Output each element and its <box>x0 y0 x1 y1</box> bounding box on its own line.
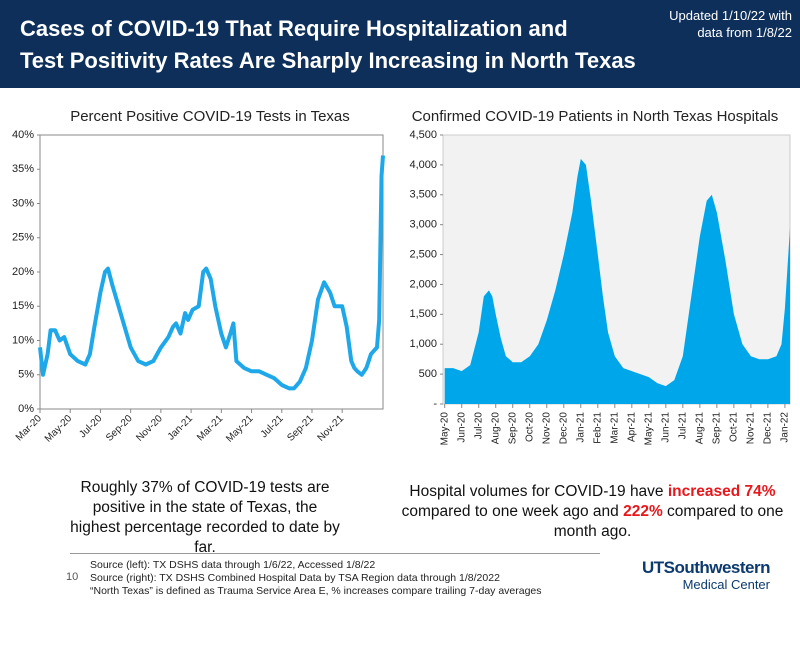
y-tick-label: 20% <box>12 266 34 278</box>
source-note: Source (left): TX DSHS data through 1/6/… <box>90 559 376 571</box>
y-tick-label: 35% <box>12 163 34 175</box>
x-tick-label: May-21 <box>224 413 256 445</box>
y-tick-label: 4,000 <box>409 159 437 171</box>
data-line <box>38 155 385 391</box>
header-title: Cases of COVID-19 That Require Hospitali… <box>20 16 568 41</box>
x-tick-label: Jul-20 <box>77 413 104 440</box>
y-tick-label: 1,000 <box>409 338 437 350</box>
right-caption: Hospital volumes for COVID-19 have incre… <box>395 482 790 542</box>
x-tick-label: Apr-21 <box>626 412 637 442</box>
x-tick-label: May-21 <box>643 412 654 446</box>
y-tick-label: 3,500 <box>409 189 437 201</box>
x-tick-label: Nov-20 <box>134 413 165 444</box>
source-note: Source (right): TX DSHS Combined Hospita… <box>90 572 500 584</box>
x-tick-label: Aug-21 <box>694 412 705 445</box>
logo-subtitle: Medical Center <box>682 577 770 592</box>
plot-area <box>39 134 384 410</box>
y-tick-label: 500 <box>419 368 437 380</box>
caption-highlight: 222% <box>623 503 663 520</box>
x-tick-label: Sep-20 <box>104 413 135 444</box>
x-tick-label: May-20 <box>43 413 75 445</box>
data-area <box>444 158 790 404</box>
y-tick-label: 15% <box>12 300 34 312</box>
source-note: “North Texas” is defined as Trauma Servi… <box>90 585 542 597</box>
caption-text: compared to one month ago. <box>553 503 784 540</box>
updated-note: Updated 1/10/22 with <box>669 8 792 23</box>
x-tick-label: Sep-21 <box>711 412 722 445</box>
header-title: Test Positivity Rates Are Sharply Increa… <box>20 48 636 73</box>
x-tick-label: Dec-21 <box>763 412 774 445</box>
x-tick-label: Jan-22 <box>780 412 791 443</box>
x-tick-label: Jun-21 <box>660 412 671 443</box>
updated-note: data from 1/8/22 <box>697 25 792 40</box>
x-tick-label: Mar-21 <box>609 412 620 444</box>
y-tick-label: 30% <box>12 197 34 209</box>
y-tick-label: 40% <box>12 129 34 141</box>
y-tick-label: 3,000 <box>409 219 437 231</box>
x-tick-label: Mar-20 <box>14 413 44 443</box>
x-tick-label: Feb-21 <box>592 412 603 444</box>
caption-text: Hospital volumes for COVID-19 have <box>409 483 668 500</box>
chart-title: Percent Positive COVID-19 Tests in Texas <box>70 108 350 125</box>
y-tick-label: 4,500 <box>409 129 437 141</box>
x-tick-label: Oct-20 <box>524 412 535 442</box>
header: Cases of COVID-19 That Require Hospitali… <box>0 0 800 88</box>
caption-text: compared to one week ago and <box>401 503 624 520</box>
x-tick-label: Jan-21 <box>166 413 196 443</box>
y-tick-label: 1,500 <box>409 308 437 320</box>
x-tick-label: Mar-21 <box>195 413 225 443</box>
x-tick-label: Jul-20 <box>473 412 484 440</box>
caption-highlight: increased 74% <box>667 483 776 500</box>
charts: Percent Positive COVID-19 Tests in Texas… <box>12 108 791 446</box>
page-number: 10 <box>66 571 79 583</box>
y-tick-label: 2,000 <box>409 278 437 290</box>
left-caption: Roughly 37% of COVID-19 tests are positi… <box>70 479 340 556</box>
x-tick-label: Oct-21 <box>729 412 740 442</box>
y-tick-label: 10% <box>12 334 34 346</box>
x-tick-label: Nov-21 <box>316 413 347 444</box>
y-tick-label: - <box>433 398 437 410</box>
x-tick-label: May-20 <box>439 412 450 446</box>
x-tick-label: Jul-21 <box>259 413 286 440</box>
x-tick-label: Dec-20 <box>558 412 569 445</box>
x-tick-label: Aug-20 <box>490 412 501 445</box>
y-tick-label: 25% <box>12 232 34 244</box>
x-tick-label: Jun-20 <box>456 412 467 443</box>
footer-rule <box>70 553 600 554</box>
y-tick-label: 2,500 <box>409 248 437 260</box>
chart-title: Confirmed COVID-19 Patients in North Tex… <box>412 108 779 125</box>
x-tick-label: Nov-20 <box>541 412 552 445</box>
y-tick-label: 0% <box>18 403 34 415</box>
x-tick-label: Sep-20 <box>507 412 518 445</box>
x-tick-label: Sep-21 <box>285 413 316 444</box>
x-tick-label: Nov-21 <box>746 412 757 445</box>
x-tick-label: Jan-21 <box>575 412 586 443</box>
x-tick-label: Jul-21 <box>677 412 688 440</box>
logo: UTSouthwestern <box>641 558 771 577</box>
y-tick-label: 5% <box>18 369 34 381</box>
